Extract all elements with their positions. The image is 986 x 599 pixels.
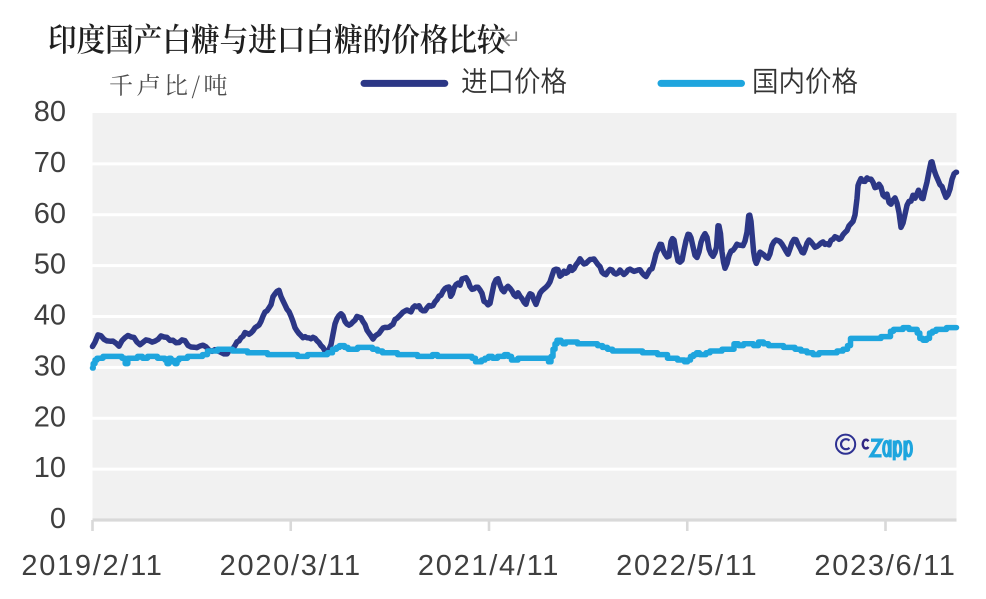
svg-text:60: 60 <box>34 198 66 230</box>
svg-text:10: 10 <box>34 452 66 484</box>
svg-text:2021/4/11: 2021/4/11 <box>418 550 560 582</box>
svg-text:2020/3/11: 2020/3/11 <box>220 550 362 582</box>
svg-text:2022/5/11: 2022/5/11 <box>616 550 758 582</box>
svg-text:20: 20 <box>34 401 66 433</box>
svg-text:40: 40 <box>34 300 66 332</box>
svg-text:50: 50 <box>34 249 66 281</box>
svg-text:2023/6/11: 2023/6/11 <box>814 550 956 582</box>
svg-text:30: 30 <box>34 350 66 382</box>
svg-text:2019/2/11: 2019/2/11 <box>21 550 163 582</box>
svg-text:70: 70 <box>34 147 66 179</box>
svg-text:0: 0 <box>50 503 66 535</box>
svg-text:80: 80 <box>34 96 66 128</box>
